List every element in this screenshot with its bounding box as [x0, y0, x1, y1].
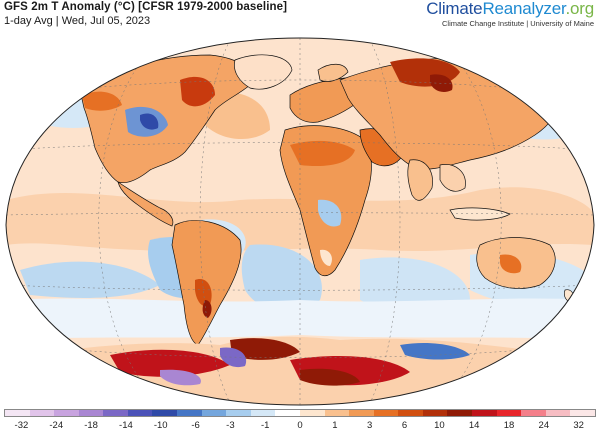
- colorbar-swatch: [496, 410, 522, 416]
- colorbar-tick-label: 0: [297, 420, 303, 431]
- brand-name-part1: Climate: [426, 0, 483, 18]
- brand-tagline: Climate Change Institute | University of…: [441, 19, 594, 28]
- colorbar-swatch: [29, 410, 55, 416]
- colorbar-swatch: [54, 410, 79, 416]
- colorbar-swatch: [127, 410, 153, 416]
- colorbar-tick-label: 6: [401, 420, 408, 431]
- colorbar-swatch: [5, 410, 30, 416]
- brand-name-part3: .org: [565, 0, 595, 18]
- colorbar-tick-label: 3: [367, 420, 373, 431]
- colorbar-swatch: [201, 410, 227, 416]
- brand-name-part2: Reanalyzer: [482, 0, 566, 18]
- colorbar-tick-label: 32: [573, 420, 584, 431]
- colorbar-tick-label: -24: [49, 420, 64, 431]
- colorbar-swatch: [152, 410, 178, 416]
- colorbar-tick-label: 14: [468, 420, 480, 431]
- colorbar-tick-label: 18: [503, 420, 515, 431]
- colorbar-tick-label: -14: [119, 420, 133, 431]
- colorbar-tick-label: 10: [434, 420, 445, 431]
- colorbar-swatch: [275, 410, 300, 416]
- colorbar-swatch: [545, 410, 571, 416]
- colorbar-swatch: [570, 410, 595, 416]
- colorbar-swatch: [471, 410, 497, 416]
- colorbar-swatch: [103, 410, 128, 416]
- brand-logo[interactable]: ClimateReanalyzer.org Climate Change Ins…: [426, 0, 594, 28]
- colorbar-tick-label: -32: [14, 420, 29, 431]
- map-subtitle: 1-day Avg | Wed, Jul 05, 2023: [4, 15, 151, 27]
- colorbar-swatch: [521, 410, 546, 416]
- colorbar-swatch: [349, 410, 374, 416]
- colorbar-swatch: [422, 410, 448, 416]
- colorbar-swatch: [78, 410, 104, 416]
- colorbar-swatch: [250, 410, 276, 416]
- colorbar-swatch: [398, 410, 423, 416]
- colorbar-tick-label: -6: [191, 420, 200, 431]
- colorbar-tick-label: -18: [84, 420, 98, 431]
- colorbar-ticks: -32 -24 -18 -14 -10 -6 -3 -1 0 1 3 6 10 14 18 24 32: [4, 420, 596, 432]
- brand-name: ClimateReanalyzer.org: [426, 0, 594, 18]
- colorbar-swatch: [373, 410, 399, 416]
- colorbar-swatch: [177, 410, 202, 416]
- colorbar-tick-label: 24: [538, 420, 550, 431]
- colorbar-swatch: [299, 410, 325, 416]
- colorbar-swatch: [447, 410, 472, 416]
- colorbar: [4, 409, 596, 417]
- colorbar-swatch: [226, 410, 251, 416]
- colorbar-tick-label: -10: [153, 420, 168, 431]
- globe-outline: [5, 37, 595, 406]
- colorbar-swatch: [324, 410, 350, 416]
- colorbar-tick-label: 1: [332, 420, 338, 431]
- map-title: GFS 2m T Anomaly (°C) [CFSR 1979-2000 ba…: [4, 1, 288, 13]
- anomaly-field: [6, 38, 594, 405]
- colorbar-tick-label: -1: [260, 420, 270, 431]
- colorbar-tick-label: -3: [226, 420, 235, 431]
